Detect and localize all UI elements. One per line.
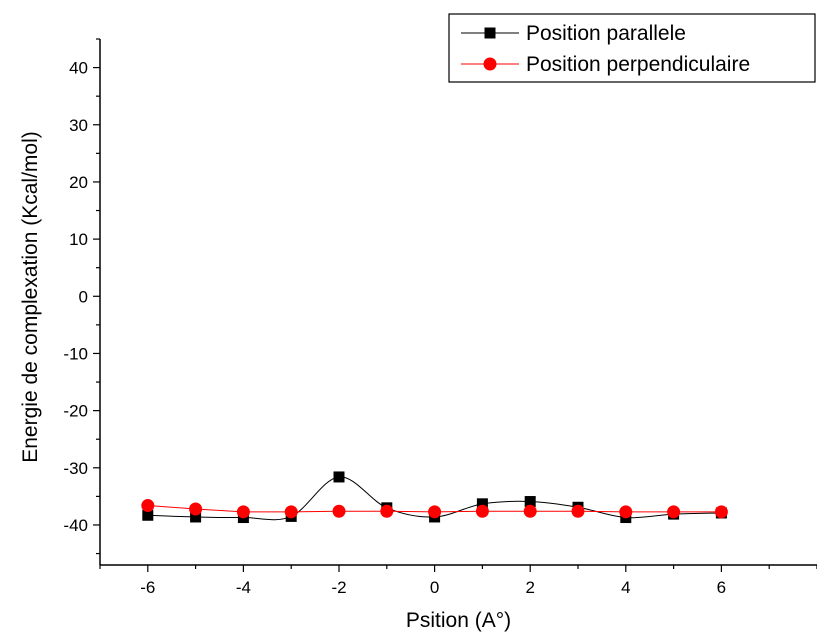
data-point bbox=[428, 505, 442, 519]
y-tick-label: 10 bbox=[69, 230, 88, 249]
x-tick-label: -4 bbox=[236, 578, 251, 597]
x-tick-label: -6 bbox=[140, 578, 155, 597]
data-point bbox=[523, 504, 537, 518]
data-point bbox=[524, 496, 536, 508]
data-point bbox=[619, 505, 633, 519]
y-tick-label: -20 bbox=[63, 402, 88, 421]
data-point bbox=[332, 504, 346, 518]
series-layer bbox=[141, 471, 728, 524]
x-tick-label: 6 bbox=[717, 578, 726, 597]
legend-label-parallele: Position parallele bbox=[526, 22, 686, 45]
legend-box bbox=[448, 13, 816, 83]
y-tick-label: 40 bbox=[69, 59, 88, 78]
x-tick-label: 0 bbox=[430, 578, 439, 597]
data-point bbox=[236, 505, 250, 519]
legend-marker-parallele bbox=[484, 27, 496, 39]
y-tick-label: 30 bbox=[69, 116, 88, 135]
x-tick-label: 4 bbox=[621, 578, 630, 597]
x-tick-label: 2 bbox=[525, 578, 534, 597]
data-point bbox=[476, 498, 488, 510]
y-tick-label: 0 bbox=[79, 287, 88, 306]
data-point bbox=[333, 471, 345, 483]
data-point bbox=[380, 504, 394, 518]
data-point bbox=[284, 505, 298, 519]
data-point bbox=[714, 505, 728, 519]
data-point bbox=[190, 511, 202, 523]
y-tick-label: -10 bbox=[63, 344, 88, 363]
y-tick-label: -40 bbox=[63, 516, 88, 535]
axes bbox=[99, 39, 817, 566]
data-point bbox=[571, 504, 585, 518]
data-point bbox=[667, 505, 681, 519]
y-tick-label: 20 bbox=[69, 173, 88, 192]
data-point bbox=[142, 509, 154, 521]
legend: Position parallele Position perpendicula… bbox=[448, 13, 816, 83]
series-perpendiculaire bbox=[141, 499, 728, 519]
legend-label-perpendiculaire: Position perpendiculaire bbox=[526, 53, 750, 76]
data-point bbox=[475, 504, 489, 518]
x-axis-title: Psition (A°) bbox=[406, 609, 511, 632]
y-tick-label: -30 bbox=[63, 459, 88, 478]
data-point bbox=[141, 499, 155, 513]
legend-marker-perpendiculaire bbox=[483, 57, 497, 71]
y-axis-title: Energie de complexation (Kcal/mol) bbox=[19, 131, 42, 463]
data-point bbox=[189, 502, 203, 516]
x-tick-label: -2 bbox=[331, 578, 346, 597]
